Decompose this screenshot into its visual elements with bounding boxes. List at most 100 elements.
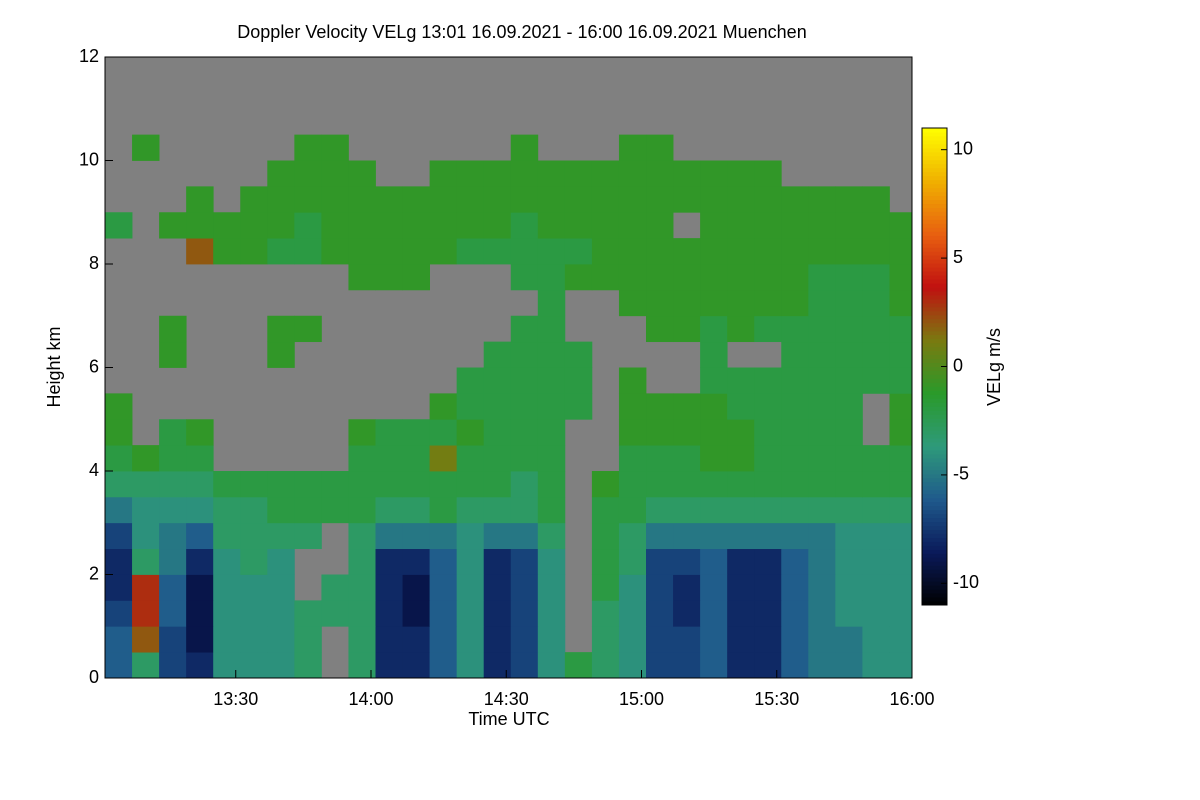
heatmap-cell <box>618 289 647 317</box>
colorbar-step <box>922 561 947 566</box>
heatmap-cell <box>700 341 728 368</box>
heatmap-cell <box>862 186 890 213</box>
heatmap-cell <box>591 160 620 187</box>
heatmap-cell <box>808 238 836 265</box>
heatmap-cell <box>754 186 782 213</box>
x-tick-label: 16:00 <box>889 689 934 709</box>
heatmap-cell <box>564 393 593 420</box>
heatmap-cell <box>781 238 809 265</box>
heatmap-cell <box>591 186 620 213</box>
heatmap-cell <box>537 186 566 213</box>
heatmap-cell <box>591 212 620 239</box>
heatmap-cell <box>510 548 539 575</box>
heatmap-cell <box>510 134 539 161</box>
heatmap-cell <box>348 522 376 550</box>
heatmap-cell <box>646 445 674 472</box>
heatmap-cell <box>862 315 890 343</box>
heatmap-cell <box>510 496 539 524</box>
y-tick-label: 4 <box>89 460 99 480</box>
heatmap-cell <box>646 393 674 420</box>
heatmap-cell <box>159 341 187 368</box>
colorbar-step <box>922 585 947 590</box>
colorbar-step <box>922 549 947 554</box>
heatmap-cell <box>321 134 349 161</box>
heatmap-cell <box>808 445 836 472</box>
heatmap-cell <box>564 186 593 213</box>
heatmap-cell <box>321 496 349 524</box>
colorbar-step <box>922 418 947 423</box>
heatmap-cell <box>375 238 403 265</box>
heatmap-cell <box>754 574 782 601</box>
heatmap-cell <box>700 289 728 317</box>
colorbar-step <box>922 247 947 252</box>
heatmap-cell <box>754 289 782 317</box>
heatmap-cell <box>727 445 755 472</box>
heatmap-cell <box>132 134 160 161</box>
colorbar-step <box>922 203 947 208</box>
colorbar-step <box>922 306 947 312</box>
heatmap-cell <box>889 600 913 627</box>
heatmap-cell <box>537 626 566 653</box>
heatmap-cell <box>808 419 836 446</box>
heatmap-cell <box>862 212 890 239</box>
heatmap-cell <box>537 238 566 265</box>
colorbar-step <box>922 219 947 224</box>
heatmap-cell <box>889 445 913 472</box>
heatmap-cell <box>348 574 376 601</box>
heatmap-cell <box>835 445 863 472</box>
heatmap-cell <box>781 600 809 627</box>
heatmap-cell <box>835 238 863 265</box>
heatmap-cell <box>348 548 376 575</box>
colorbar-step <box>922 434 947 439</box>
colorbar-step <box>922 163 947 169</box>
heatmap-cell <box>591 574 620 601</box>
heatmap-cell <box>375 212 403 239</box>
heatmap-cell <box>240 496 268 524</box>
colorbar-step <box>922 446 947 451</box>
heatmap-cell <box>781 419 809 446</box>
heatmap-cell <box>537 548 566 575</box>
heatmap-cell <box>700 626 728 653</box>
heatmap-cell <box>700 186 728 213</box>
heatmap-cell <box>862 652 890 679</box>
heatmap-cell <box>186 496 214 524</box>
colorbar-step <box>922 135 947 141</box>
colorbar-step <box>922 394 947 399</box>
heatmap-cell <box>781 341 809 368</box>
colorbar-step <box>922 207 947 212</box>
heatmap-cell <box>402 574 431 601</box>
heatmap-cell <box>294 652 322 679</box>
heatmap-cell <box>537 289 566 317</box>
heatmap-cell <box>132 652 160 679</box>
heatmap-cell <box>537 315 566 343</box>
heatmap-cell <box>159 496 187 524</box>
heatmap-cell <box>240 626 268 653</box>
heatmap-cell <box>781 212 809 239</box>
colorbar-step <box>922 235 947 240</box>
colorbar-step <box>922 597 947 602</box>
colorbar-step <box>922 131 947 137</box>
heatmap-cell <box>294 626 322 653</box>
heatmap-cell <box>159 548 187 575</box>
heatmap-cell <box>808 471 836 498</box>
heatmap-cell <box>564 264 593 291</box>
heatmap-cell <box>727 496 755 524</box>
colorbar-step <box>922 577 947 582</box>
heatmap-cell <box>105 445 133 472</box>
heatmap-cell <box>618 496 647 524</box>
heatmap-cell <box>240 652 268 679</box>
x-tick-label: 15:30 <box>754 689 799 709</box>
heatmap-cell <box>375 600 403 627</box>
heatmap-cell <box>510 212 539 239</box>
heatmap-cell <box>186 600 214 627</box>
x-tick-label: 13:30 <box>213 689 258 709</box>
heatmap-cell <box>159 574 187 601</box>
heatmap-cell <box>537 600 566 627</box>
colorbar-step <box>922 557 947 562</box>
heatmap-cell <box>835 289 863 317</box>
x-tick-label: 14:00 <box>348 689 393 709</box>
heatmap-cell <box>646 600 674 627</box>
heatmap-cell <box>673 315 701 343</box>
colorbar-step <box>922 521 947 526</box>
colorbar-step <box>922 342 947 348</box>
